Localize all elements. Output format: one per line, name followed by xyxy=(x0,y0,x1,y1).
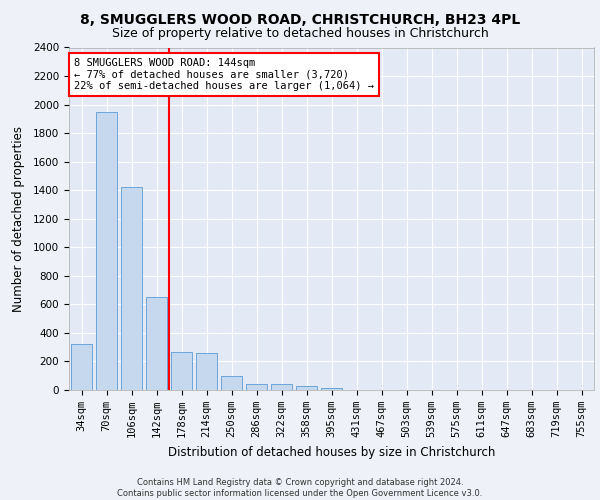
X-axis label: Distribution of detached houses by size in Christchurch: Distribution of detached houses by size … xyxy=(168,446,495,458)
Bar xyxy=(96,112,117,390)
Bar xyxy=(146,297,167,390)
Bar xyxy=(71,344,92,390)
Text: 8, SMUGGLERS WOOD ROAD, CHRISTCHURCH, BH23 4PL: 8, SMUGGLERS WOOD ROAD, CHRISTCHURCH, BH… xyxy=(80,12,520,26)
Bar xyxy=(246,384,267,390)
Bar xyxy=(271,384,292,390)
Bar xyxy=(171,352,192,390)
Bar xyxy=(121,188,142,390)
Y-axis label: Number of detached properties: Number of detached properties xyxy=(11,126,25,312)
Bar xyxy=(221,376,242,390)
Bar xyxy=(321,388,342,390)
Text: Contains HM Land Registry data © Crown copyright and database right 2024.
Contai: Contains HM Land Registry data © Crown c… xyxy=(118,478,482,498)
Bar xyxy=(296,386,317,390)
Text: Size of property relative to detached houses in Christchurch: Size of property relative to detached ho… xyxy=(112,28,488,40)
Text: 8 SMUGGLERS WOOD ROAD: 144sqm
← 77% of detached houses are smaller (3,720)
22% o: 8 SMUGGLERS WOOD ROAD: 144sqm ← 77% of d… xyxy=(74,58,374,91)
Bar xyxy=(196,353,217,390)
